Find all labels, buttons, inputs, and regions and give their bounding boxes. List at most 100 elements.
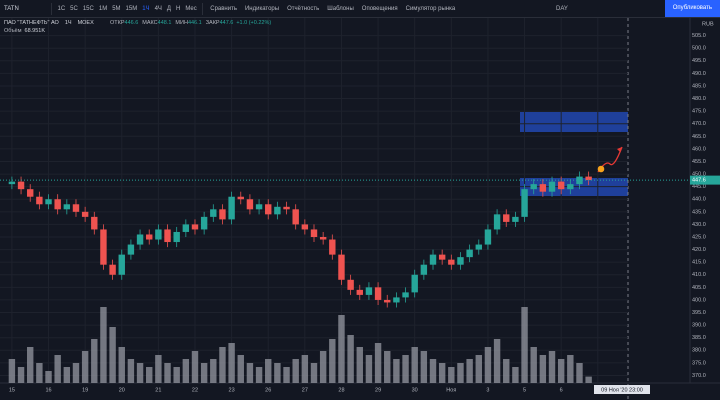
candle-body [246, 199, 254, 210]
candle-body [411, 274, 418, 293]
toolbar-button[interactable]: Симулятор рынка [405, 5, 456, 12]
x-tick-label: 23 [229, 387, 235, 393]
toolbar-button[interactable]: Сравнить [210, 5, 237, 12]
toolbar-button[interactable]: Оповещения [361, 5, 398, 12]
interval-button[interactable]: 5М [112, 5, 121, 12]
chart-title: ПАО "ТАТНЕФТЬ" АО 1Ч MOEX [4, 20, 94, 26]
volume-bar [329, 339, 336, 383]
x-tick-label: 22 [192, 387, 198, 393]
volume-bar [63, 367, 71, 383]
y-tick-label: 370.0 [692, 373, 706, 379]
volume-bar [17, 367, 25, 383]
interval-button[interactable]: 15С [82, 5, 94, 12]
y-tick-label: 390.0 [692, 323, 706, 329]
ohlc-value: 448.1 [158, 20, 172, 26]
candle-body [448, 259, 455, 265]
candle-body [521, 189, 528, 217]
toolbar-button[interactable]: Отчётность [287, 5, 320, 12]
volume-bar [310, 363, 318, 383]
candle-body [356, 289, 363, 295]
volume-bar [274, 363, 281, 383]
y-tick-label: 430.0 [692, 222, 706, 228]
x-tick-label: 20 [119, 387, 125, 393]
volume-bar [173, 367, 180, 383]
y-tick-label: 455.0 [692, 159, 706, 165]
volume-legend: Объём 68.951K [4, 28, 45, 34]
marks: 370.0 375.0 380.0 385.0 390.0 395.0 400.0 405.0… [0, 18, 720, 393]
volume-bar [191, 351, 199, 383]
candle-body [265, 204, 272, 215]
volume-bar [237, 355, 244, 383]
volume-bar [319, 351, 327, 383]
candle-body [402, 292, 409, 298]
last-price-box [690, 175, 720, 185]
candle-body [255, 204, 263, 210]
candle-body [283, 206, 290, 210]
candle-body [100, 229, 107, 265]
candle-body [8, 181, 16, 185]
candle-body [429, 254, 437, 265]
interval-button[interactable]: 4Ч [154, 5, 162, 12]
interval-button[interactable]: Мес [185, 5, 197, 12]
candle-body [173, 231, 180, 243]
publish-button[interactable]: Опубликовать [664, 0, 720, 17]
y-tick-label: 380.0 [692, 348, 706, 354]
interval-button[interactable]: 1С [57, 5, 66, 12]
toolbar-button[interactable]: Индикаторы [244, 5, 280, 12]
interval-button[interactable]: 1М [98, 5, 108, 12]
toolbar-button[interactable]: Шаблоны [327, 5, 354, 12]
candle-body [365, 287, 373, 295]
y-tick-label: 440.0 [692, 197, 706, 203]
candle-body [493, 214, 501, 230]
y-tick-label: 475.0 [692, 109, 706, 115]
volume-bar [365, 355, 373, 383]
theme-toggle[interactable]: DAY [556, 5, 568, 12]
candle-body [127, 244, 135, 255]
candle-body [466, 249, 473, 258]
chart-bg [0, 18, 720, 400]
currency: RUB [702, 21, 714, 27]
y-tick-label: 420.0 [692, 247, 706, 253]
candle-body [457, 257, 464, 265]
volume-bar [228, 343, 235, 383]
volume-bar [200, 363, 208, 383]
volume-bar [567, 355, 574, 383]
volume-bar [448, 367, 455, 383]
interval-button[interactable]: Д [166, 5, 171, 12]
volume-bar [36, 363, 43, 383]
interval-button[interactable]: 1Ч [142, 5, 150, 12]
candle-body [567, 184, 574, 190]
interval-button[interactable]: 5С [70, 5, 78, 12]
symbol[interactable]: TATN [4, 5, 19, 12]
interval-button[interactable]: 15М [125, 5, 138, 12]
volume-bar [347, 335, 354, 383]
volume-bar [265, 359, 272, 383]
candle-body [136, 234, 144, 245]
y-tick-label: 465.0 [692, 134, 706, 140]
x-tick-label: 6 [560, 387, 563, 393]
volume-bar [127, 359, 135, 383]
candle-body [384, 299, 391, 303]
volume-bar [255, 367, 263, 383]
volume-bar [246, 363, 254, 383]
y-tick-label: 375.0 [692, 360, 706, 366]
candle-body [36, 196, 43, 205]
y-tick-label: 485.0 [692, 83, 706, 89]
crosshair-time: 09 Ноя '20 23:00 [601, 387, 643, 393]
x-tick-label: 29 [375, 387, 381, 393]
interval-button[interactable]: Н [175, 5, 181, 12]
candle-body [484, 229, 492, 245]
volume-bar [493, 339, 501, 383]
candle-body [72, 204, 80, 212]
y-tick-label: 385.0 [692, 335, 706, 341]
candle-body [109, 264, 116, 275]
y-tick-label: 460.0 [692, 146, 706, 152]
volume-bar [402, 355, 409, 383]
volume-bar [356, 347, 363, 383]
y-tick-label: 415.0 [692, 260, 706, 266]
volume-bar [54, 355, 61, 383]
volume-value: 68.951K [25, 28, 46, 34]
x-tick-label: 27 [302, 387, 308, 393]
volume-bar [548, 351, 556, 383]
volume-bar [539, 355, 547, 383]
